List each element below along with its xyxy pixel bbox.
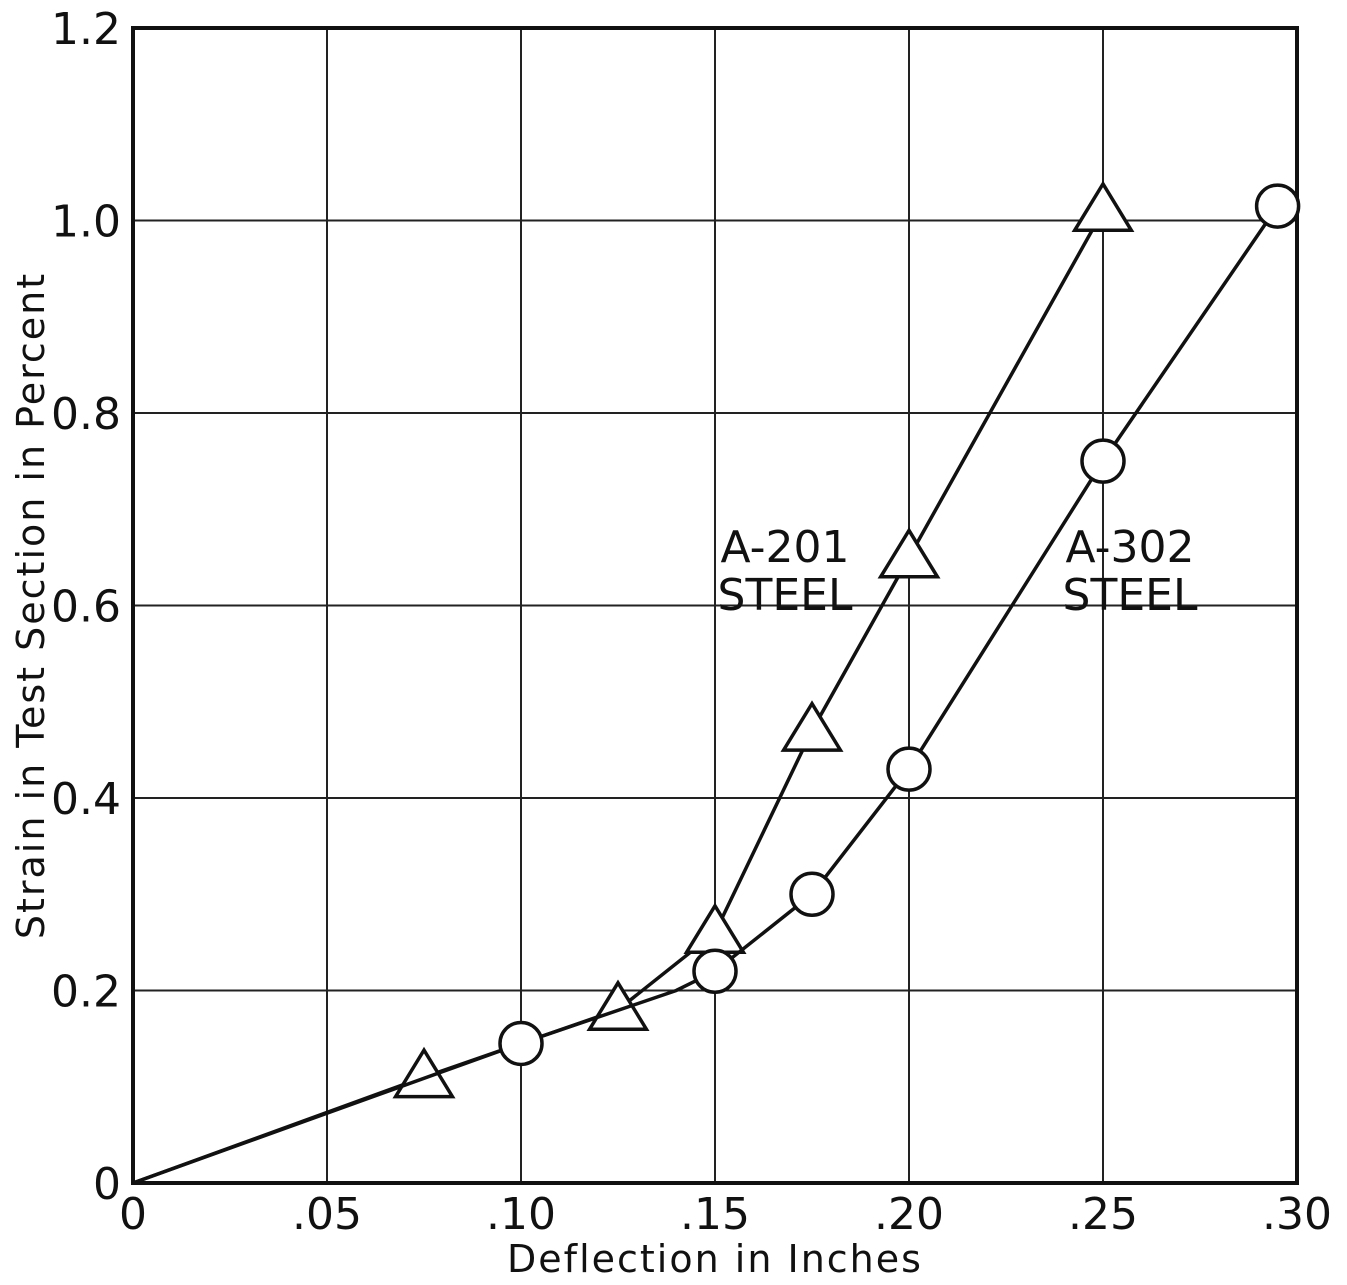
triangle-marker xyxy=(780,700,844,752)
y-tick-label: 1.2 xyxy=(51,4,121,55)
y-axis-title: Strain in Test Section in Percent xyxy=(9,272,53,939)
y-tick-label: 0 xyxy=(93,1159,121,1210)
triangle-marker xyxy=(392,1046,456,1099)
circle-marker xyxy=(789,871,835,917)
x-tick-label: .15 xyxy=(680,1189,750,1240)
x-tick-label: 0 xyxy=(119,1189,147,1240)
circle-marker xyxy=(1080,438,1126,484)
circle-marker xyxy=(1254,183,1301,229)
series-label: A-302 xyxy=(1066,522,1195,573)
series-layer xyxy=(132,180,1301,1185)
x-tick-label: .10 xyxy=(486,1189,556,1240)
y-tick-label: 0.2 xyxy=(51,967,121,1018)
x-tick-label: .20 xyxy=(874,1189,944,1240)
circle-marker xyxy=(498,1020,544,1067)
plot-frame xyxy=(131,26,1299,1185)
circle-marker xyxy=(692,948,738,994)
x-tick-label: .30 xyxy=(1262,1189,1332,1240)
y-tick-label: 0.6 xyxy=(51,582,121,633)
y-tick-label: 0.8 xyxy=(51,389,121,440)
x-tick-label: .25 xyxy=(1068,1189,1138,1240)
series-label: STEEL xyxy=(718,570,853,621)
series-circle xyxy=(132,183,1301,1185)
series-triangle xyxy=(132,180,1135,1185)
y-tick-label: 0.4 xyxy=(51,774,121,825)
x-tick-label: .05 xyxy=(292,1189,362,1240)
y-tick-label: 1.0 xyxy=(51,197,121,248)
triangle-marker xyxy=(877,527,941,579)
triangle-marker xyxy=(683,902,747,954)
series-line xyxy=(132,210,1105,1185)
x-axis-title: Deflection in Inches xyxy=(507,1237,923,1281)
circle-marker xyxy=(886,746,932,792)
series-label: A-201 xyxy=(721,522,850,573)
series-line xyxy=(132,205,1280,1185)
triangle-marker xyxy=(1071,180,1135,233)
tick-labels: 0 .05 .10 .15 .20 .25 .30 0 0.2 0.4 0.6 0.8 1.0 1.2 xyxy=(51,4,1332,1240)
series-label: STEEL xyxy=(1063,570,1198,621)
